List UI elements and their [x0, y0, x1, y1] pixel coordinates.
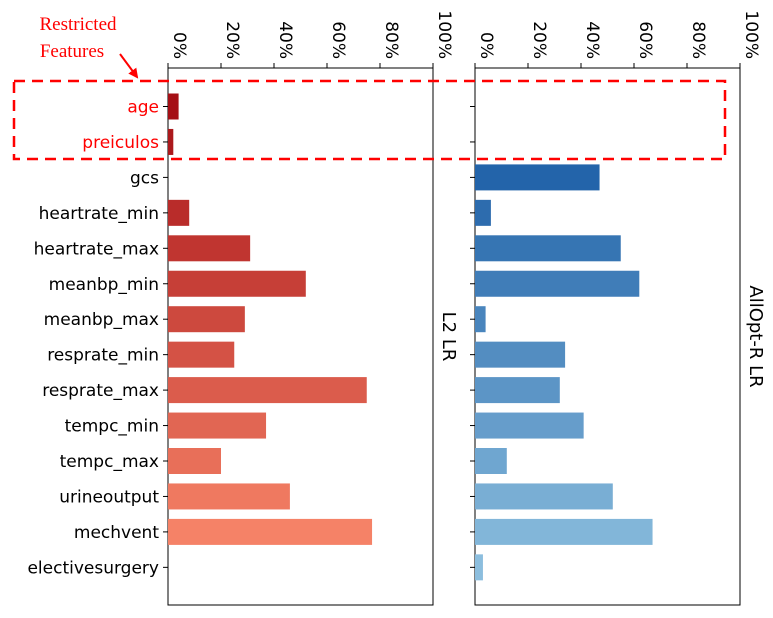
x-tick-label-allopt-r-lr-3: 60% — [635, 21, 655, 59]
category-label-tempc-max: tempc_max — [60, 452, 159, 472]
category-label-meanbp-max: meanbp_max — [44, 310, 159, 330]
bar-allopt-r-lr-electivesurgery — [475, 554, 483, 581]
bar-allopt-r-lr-tempc-max — [475, 448, 507, 474]
bar-allopt-r-lr-tempc-min — [475, 412, 584, 439]
category-label-heartrate-max: heartrate_max — [34, 239, 159, 259]
bar-l2-lr-resprate-min — [168, 341, 235, 368]
x-tick-label-l2-lr-4: 80% — [381, 21, 401, 59]
annotation-restricted: Restricted — [39, 14, 117, 35]
category-label-urineoutput: urineoutput — [59, 487, 159, 507]
bar-allopt-r-lr-resprate-min — [475, 341, 566, 368]
category-label-mechvent: mechvent — [74, 523, 159, 543]
x-tick-label-allopt-r-lr-4: 80% — [688, 21, 708, 59]
annotation-features: Features — [40, 41, 104, 62]
bar-allopt-r-lr-resprate-max — [475, 377, 560, 404]
bar-l2-lr-heartrate-min — [168, 199, 190, 226]
bar-l2-lr-tempc-max — [168, 448, 221, 474]
x-tick-label-allopt-r-lr-5: 100% — [741, 10, 761, 59]
bar-l2-lr-tempc-min — [168, 412, 267, 439]
category-label-age: age — [127, 98, 159, 118]
x-tick-label-l2-lr-3: 60% — [328, 21, 348, 59]
x-tick-label-l2-lr-2: 40% — [275, 21, 295, 59]
x-tick-label-allopt-r-lr-0: 0% — [476, 32, 496, 59]
x-tick-label-l2-lr-5: 100% — [434, 10, 454, 59]
bar-allopt-r-lr-urineoutput — [475, 483, 613, 510]
annotation-arrow — [119, 53, 139, 79]
category-label-resprate-max: resprate_max — [42, 381, 159, 401]
category-label-electivesurgery: electivesurgery — [27, 558, 159, 578]
category-label-preiculos: preiculos — [82, 133, 159, 153]
bar-l2-lr-mechvent — [168, 518, 373, 545]
plot-frame-allopt-r-lr — [474, 67, 741, 606]
plot-frame-l2-lr — [167, 67, 434, 606]
category-label-heartrate-min: heartrate_min — [39, 204, 159, 224]
category-label-gcs: gcs — [130, 168, 159, 188]
bar-l2-lr-urineoutput — [168, 483, 290, 510]
category-label-resprate-min: resprate_min — [47, 346, 159, 366]
x-tick-label-l2-lr-1: 20% — [222, 21, 242, 59]
bar-l2-lr-meanbp-min — [168, 270, 306, 297]
x-tick-label-allopt-r-lr-1: 20% — [529, 21, 549, 59]
panel-label-l2-lr: L2 LR — [438, 312, 459, 362]
category-label-tempc-min: tempc_min — [65, 417, 159, 437]
bar-l2-lr-resprate-max — [168, 377, 367, 404]
bar-allopt-r-lr-meanbp-min — [475, 270, 640, 297]
restricted-features-box — [12, 79, 727, 161]
bar-allopt-r-lr-mechvent — [475, 518, 653, 545]
x-tick-label-l2-lr-0: 0% — [169, 32, 189, 59]
bar-l2-lr-age — [168, 93, 179, 120]
category-label-meanbp-min: meanbp_min — [49, 275, 159, 295]
panel-label-allopt-r-lr: AllOpt-R LR — [745, 285, 766, 387]
bar-allopt-r-lr-heartrate-max — [475, 235, 621, 262]
bar-allopt-r-lr-meanbp-max — [475, 306, 486, 333]
bar-l2-lr-meanbp-max — [168, 306, 245, 333]
x-tick-label-allopt-r-lr-2: 40% — [582, 21, 602, 59]
bar-allopt-r-lr-heartrate-min — [475, 199, 491, 226]
bar-l2-lr-heartrate-max — [168, 235, 251, 262]
bar-l2-lr-preiculos — [168, 128, 174, 155]
bar-allopt-r-lr-gcs — [475, 164, 600, 191]
